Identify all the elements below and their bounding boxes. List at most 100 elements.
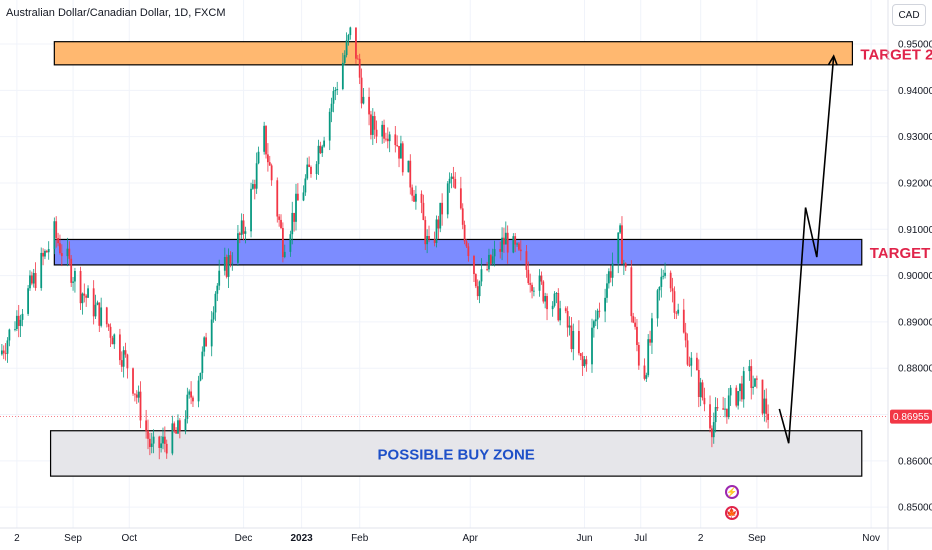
candle-body xyxy=(139,391,142,421)
candle-body xyxy=(437,219,440,229)
x-tick-label: 2 xyxy=(14,533,20,544)
candle-body xyxy=(518,243,520,250)
zones-layer: TARGET 2 TARGET 1 POSSIBLE BUY ZONE xyxy=(49,41,932,477)
candle-body xyxy=(617,232,620,264)
candle-body xyxy=(621,225,623,264)
candle-body xyxy=(557,293,560,321)
candle-body xyxy=(583,359,586,366)
candle-body xyxy=(607,271,610,284)
candle-body xyxy=(525,251,528,270)
candle-body xyxy=(373,116,376,130)
candle-body xyxy=(409,160,412,188)
candle-body xyxy=(171,423,174,454)
candle-body xyxy=(165,443,168,454)
candle-body xyxy=(527,269,530,284)
candle-body xyxy=(150,443,153,447)
candle-body xyxy=(501,237,503,252)
lightning-event-icon[interactable]: ⚡ xyxy=(725,485,739,499)
candle-body xyxy=(133,393,136,395)
candle-body xyxy=(47,249,50,253)
candle-body xyxy=(604,297,607,312)
candle-body xyxy=(278,216,281,220)
candle-body xyxy=(422,202,425,221)
target1-zone-label: TARGET 1 xyxy=(870,245,932,262)
y-tick-label: 0.91000 xyxy=(898,225,932,236)
candle-body xyxy=(658,286,661,291)
candle-body xyxy=(310,166,312,175)
candle-body xyxy=(581,356,584,366)
candle-body xyxy=(686,340,689,365)
candle-body xyxy=(265,125,267,155)
candle-body xyxy=(100,307,103,326)
candle-body xyxy=(632,316,635,323)
candle-body xyxy=(448,178,451,184)
candle-body xyxy=(624,263,627,268)
candle-body xyxy=(675,312,678,314)
candle-body xyxy=(546,296,548,310)
candle-body xyxy=(355,27,357,59)
candle-body xyxy=(729,387,732,396)
candle-body xyxy=(619,225,622,233)
candle-body xyxy=(645,375,648,379)
candle-body xyxy=(14,328,16,330)
candle-body xyxy=(79,270,82,304)
candle-body xyxy=(454,178,457,189)
candle-body xyxy=(703,397,706,405)
buy-zone-label: POSSIBLE BUY ZONE xyxy=(378,446,535,463)
candle-body xyxy=(596,310,599,320)
candle-body xyxy=(212,312,215,320)
y-tick-label: 0.88000 xyxy=(898,364,932,375)
candle-body xyxy=(542,281,545,302)
candle-body xyxy=(529,283,532,285)
candle-body xyxy=(725,408,728,418)
candle-body xyxy=(400,143,402,159)
candle-body xyxy=(135,394,138,398)
candle-body xyxy=(531,284,533,292)
candle-body xyxy=(577,330,580,354)
candle-body xyxy=(178,420,181,431)
candle-body xyxy=(579,353,582,357)
x-tick-label: Feb xyxy=(351,533,369,544)
candle-body xyxy=(349,27,352,36)
candle-body xyxy=(124,350,127,355)
x-tick-label: Jun xyxy=(576,533,592,544)
candle-body xyxy=(83,293,86,296)
target2-zone-label: TARGET 2 xyxy=(860,46,932,63)
candle-body xyxy=(113,334,116,345)
candle-body xyxy=(184,418,187,431)
candle-body xyxy=(459,188,462,209)
candle-body xyxy=(677,309,680,314)
candle-body xyxy=(727,395,730,418)
candle-body xyxy=(197,380,200,402)
candle-body xyxy=(688,364,691,366)
candle-body xyxy=(315,164,318,175)
x-tick-label: Sep xyxy=(64,533,82,544)
currency-selector[interactable]: CAD xyxy=(892,4,926,26)
candle-body xyxy=(126,354,129,369)
candle-body xyxy=(98,302,101,326)
candle-body xyxy=(105,307,108,325)
candle-body xyxy=(70,258,73,283)
candle-body xyxy=(394,134,397,146)
candle-body xyxy=(765,398,768,414)
projection-arrow xyxy=(778,54,838,444)
candle-body xyxy=(295,193,297,222)
candle-body xyxy=(473,256,475,275)
candle-body xyxy=(148,438,151,447)
candle-body xyxy=(276,180,279,217)
candle-body xyxy=(649,339,651,343)
canada-flag-event-icon[interactable]: 🍁 xyxy=(725,506,739,520)
candle-body xyxy=(551,305,554,310)
candle-body xyxy=(341,62,344,90)
x-tick-label: Dec xyxy=(235,533,253,544)
candle-body xyxy=(293,212,296,222)
candle-body xyxy=(489,254,492,264)
candle-body xyxy=(343,55,346,63)
candle-body xyxy=(253,184,256,189)
candle-body xyxy=(53,221,56,250)
candle-body xyxy=(66,248,69,257)
candle-body xyxy=(190,391,192,398)
candle-body xyxy=(516,243,518,245)
candle-body xyxy=(255,163,258,189)
